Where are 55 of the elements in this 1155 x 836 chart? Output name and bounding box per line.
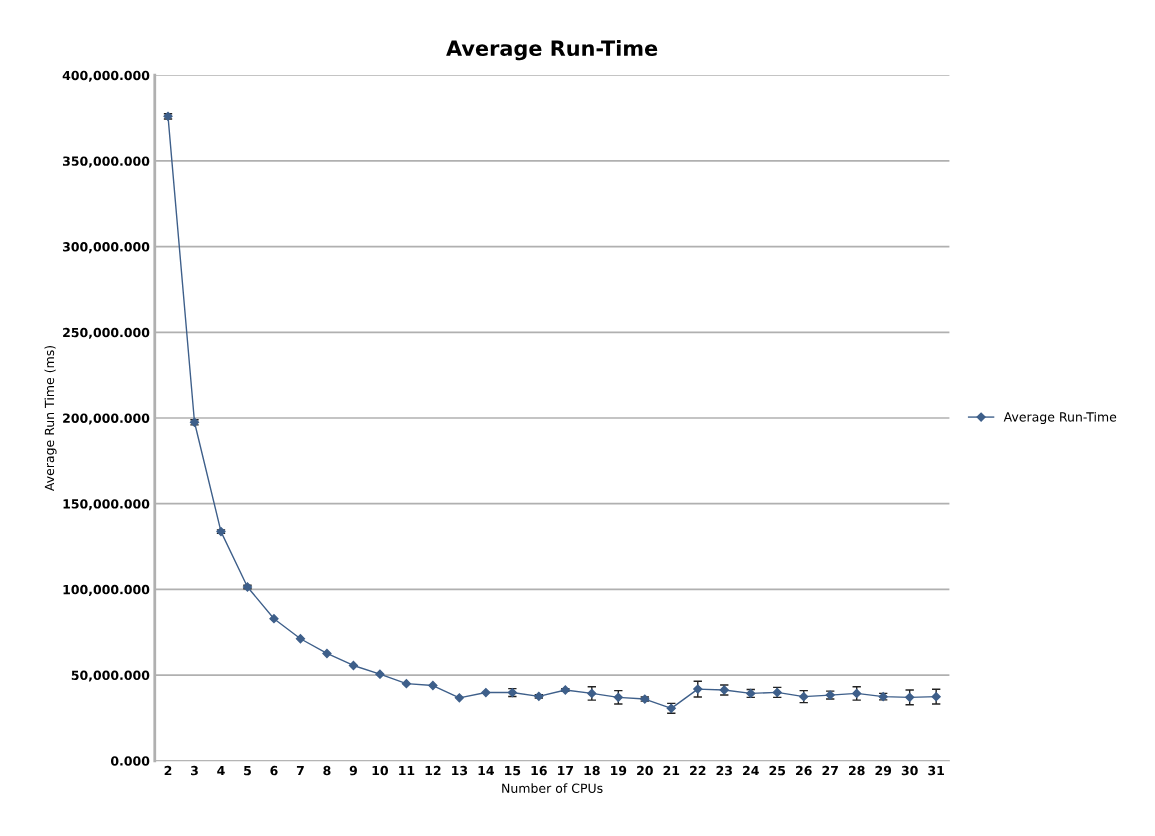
x-tick-label: 24 [743, 765, 759, 776]
point [322, 648, 332, 659]
y-tick-label: 300,000.000 [62, 242, 150, 254]
x-tick-label: 11 [399, 766, 415, 776]
y-tick-label: 200,000.000 [63, 413, 150, 425]
x-tick-label: 29 [875, 765, 892, 776]
point [481, 687, 491, 698]
x-tick-label: 5 [244, 766, 251, 776]
point [348, 660, 359, 671]
x-tick-label: 27 [822, 765, 838, 776]
y-axis-title: Average Run Time (ms) [44, 345, 57, 492]
y-tick-label: 250,000.000 [63, 327, 150, 339]
point [401, 679, 412, 689]
point [295, 634, 306, 644]
point [905, 692, 915, 702]
x-tick-label: 12 [425, 765, 441, 776]
legend-label: Average Run-Time [1003, 411, 1117, 425]
x-tick-label: 4 [217, 766, 225, 776]
y-tick-label: 50,000.000 [71, 670, 150, 682]
point [693, 684, 703, 694]
x-tick-label: 23 [716, 765, 732, 776]
x-tick-label: 19 [611, 765, 627, 776]
x-tick-label: 25 [769, 765, 786, 776]
point [269, 614, 279, 624]
x-tick-label: 16 [531, 765, 547, 776]
y-tick-label: 0.000 [110, 756, 150, 766]
point [931, 692, 941, 702]
y-tick-label: 100,000.000 [63, 584, 150, 596]
x-tick-label: 22 [690, 765, 706, 776]
point [454, 693, 465, 703]
x-tick-label: 3 [190, 765, 198, 776]
x-tick-label: 9 [349, 765, 357, 776]
point [375, 669, 385, 679]
point [428, 680, 438, 691]
x-tick-label: 15 [505, 766, 521, 776]
x-tick-label: 28 [848, 765, 865, 776]
x-tick-label: 20 [637, 765, 653, 776]
x-tick-label: 26 [796, 765, 812, 776]
x-tick-label: 30 [901, 765, 918, 776]
x-tick-label: 8 [323, 765, 331, 776]
x-tick-label: 10 [372, 765, 389, 776]
x-tick-label: 6 [270, 765, 278, 776]
x-tick-label: 2 [164, 765, 172, 776]
y-tick-label: 400,000.000 [62, 70, 150, 82]
x-tick-label: 18 [584, 765, 600, 776]
x-tick-label: 31 [928, 765, 944, 776]
y-tick-label: 350,000.000 [62, 156, 150, 168]
y-tick-label: 150,000.000 [63, 499, 150, 511]
x-axis-title: Number of CPUs [502, 783, 603, 793]
x-tick-label: 14 [478, 766, 494, 776]
x-tick-label: 7 [296, 766, 304, 776]
chart-title: Average Run-Time [446, 39, 658, 61]
x-tick-label: 21 [663, 765, 680, 776]
x-tick-label: 13 [452, 765, 468, 776]
x-tick-label: 17 [558, 766, 574, 776]
